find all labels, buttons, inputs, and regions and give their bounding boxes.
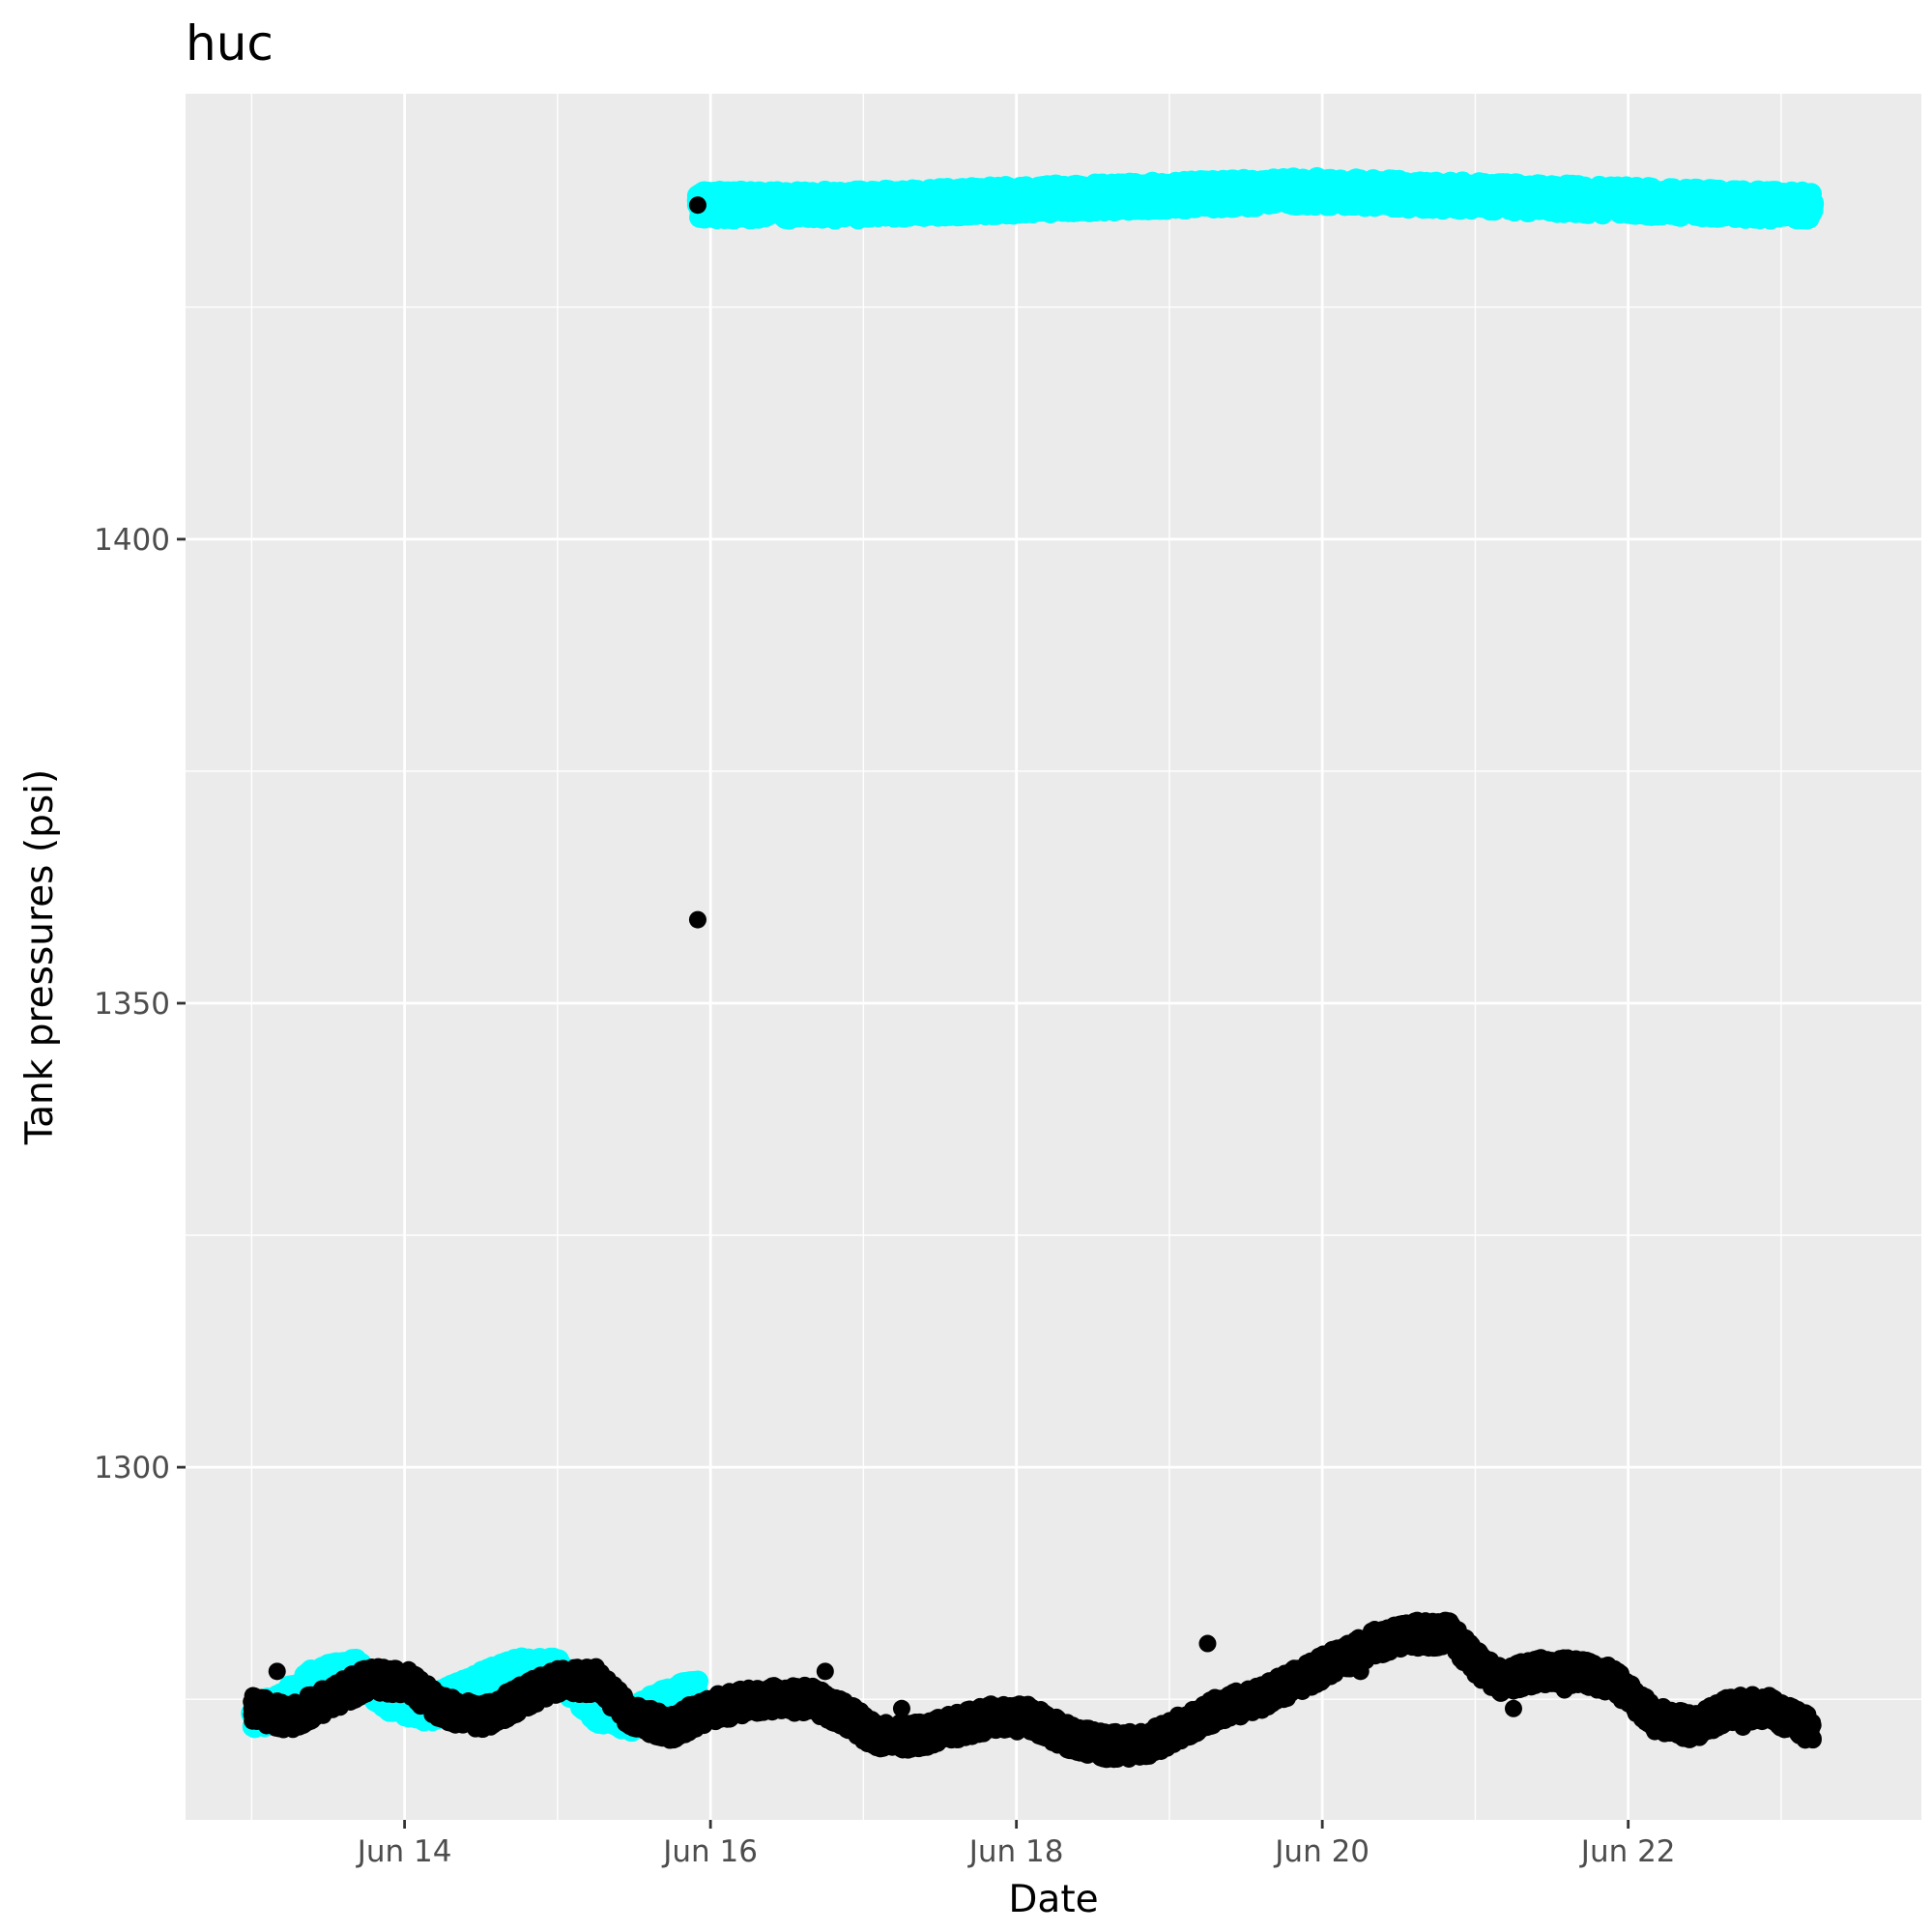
grid-major (186, 94, 1921, 1820)
cyan-point (1802, 191, 1824, 214)
chart-title: huc (186, 15, 274, 72)
plot-panel (186, 94, 1921, 1820)
grid-minor (186, 94, 1921, 1820)
